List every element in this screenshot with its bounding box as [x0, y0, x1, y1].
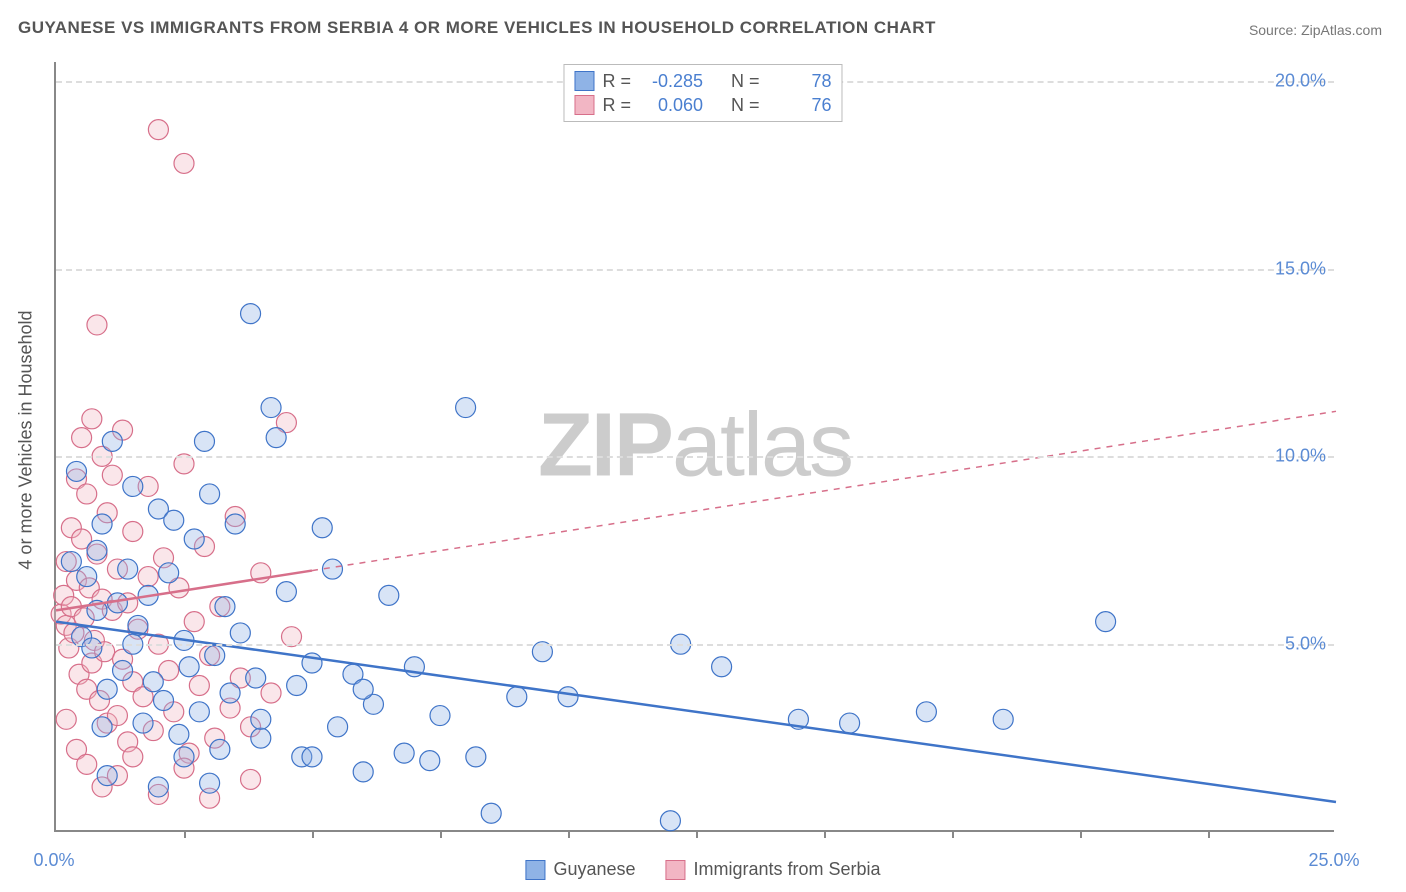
y-axis-label: 4 or more Vehicles in Household	[16, 310, 37, 569]
legend-stats: R = -0.285 N = 78 R = 0.060 N = 76	[563, 64, 842, 122]
legend-item-serbia: Immigrants from Serbia	[666, 859, 881, 880]
x-tick	[824, 830, 826, 838]
y-tick-label: 5.0%	[1285, 634, 1326, 655]
plot-area: ZIPatlas 5.0%10.0%15.0%20.0%	[54, 62, 1334, 832]
stat-value-r-2: 0.060	[639, 93, 703, 117]
x-tick	[1208, 830, 1210, 838]
gridline	[56, 269, 1334, 271]
source-label: Source: ZipAtlas.com	[1249, 22, 1382, 38]
x-tick	[440, 830, 442, 838]
y-tick-label: 20.0%	[1275, 70, 1326, 91]
legend-swatch-pink	[574, 95, 594, 115]
chart-title: GUYANESE VS IMMIGRANTS FROM SERBIA 4 OR …	[18, 18, 936, 38]
stat-label-n: N =	[731, 93, 760, 117]
legend-stats-row-2: R = 0.060 N = 76	[574, 93, 831, 117]
x-tick	[952, 830, 954, 838]
scatter-svg	[56, 62, 1334, 830]
legend-swatch-blue	[525, 860, 545, 880]
stat-value-n-2: 76	[768, 93, 832, 117]
y-tick-label: 15.0%	[1275, 258, 1326, 279]
stat-label-r: R =	[602, 69, 631, 93]
x-tick-label-0: 0.0%	[33, 850, 74, 871]
legend-label: Guyanese	[553, 859, 635, 880]
x-tick	[312, 830, 314, 838]
x-tick-label-max: 25.0%	[1308, 850, 1359, 871]
y-tick-label: 10.0%	[1275, 446, 1326, 467]
stat-value-r-1: -0.285	[639, 69, 703, 93]
legend-swatch-blue	[574, 71, 594, 91]
x-tick	[568, 830, 570, 838]
x-tick	[696, 830, 698, 838]
legend-series: Guyanese Immigrants from Serbia	[525, 859, 880, 880]
legend-label: Immigrants from Serbia	[694, 859, 881, 880]
legend-stats-row-1: R = -0.285 N = 78	[574, 69, 831, 93]
gridline	[56, 456, 1334, 458]
stat-label-r: R =	[602, 93, 631, 117]
stat-value-n-1: 78	[768, 69, 832, 93]
legend-swatch-pink	[666, 860, 686, 880]
x-tick	[1080, 830, 1082, 838]
gridline	[56, 644, 1334, 646]
x-tick	[184, 830, 186, 838]
legend-item-guyanese: Guyanese	[525, 859, 635, 880]
stat-label-n: N =	[731, 69, 760, 93]
